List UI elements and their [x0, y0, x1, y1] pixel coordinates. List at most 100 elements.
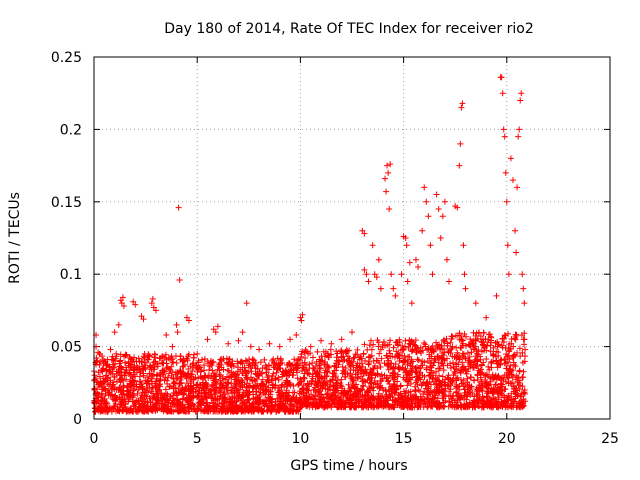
data-point: [154, 407, 161, 414]
data-point: [387, 161, 394, 168]
data-point: [141, 354, 148, 361]
data-point: [176, 276, 183, 283]
data-point: [429, 271, 436, 278]
data-point: [350, 355, 357, 362]
data-point: [218, 356, 225, 363]
data-point: [151, 403, 158, 410]
data-point: [131, 354, 138, 361]
data-point: [225, 360, 232, 367]
data-point: [111, 386, 118, 393]
data-point: [242, 406, 249, 413]
data-point: [196, 387, 203, 394]
data-point: [109, 353, 116, 360]
data-point: [211, 379, 218, 386]
data-point: [206, 366, 213, 373]
data-point: [225, 340, 232, 347]
x-tick-label: 15: [395, 431, 413, 447]
data-point: [179, 363, 186, 370]
data-point: [239, 407, 246, 414]
data-point: [239, 329, 246, 336]
data-point: [160, 368, 167, 375]
data-point: [177, 353, 184, 360]
data-point: [129, 359, 136, 366]
data-point: [231, 376, 238, 383]
data-point: [276, 343, 283, 350]
data-point: [148, 380, 155, 387]
data-point: [504, 242, 511, 249]
data-point: [147, 398, 154, 405]
data-point: [294, 369, 301, 376]
data-point: [255, 385, 262, 392]
data-point: [140, 365, 147, 372]
data-point: [99, 386, 106, 393]
data-point: [259, 376, 266, 383]
data-point: [226, 395, 233, 402]
data-point: [180, 363, 187, 370]
data-point: [115, 321, 122, 328]
data-point: [443, 256, 450, 263]
data-point: [161, 406, 168, 413]
data-point: [140, 392, 147, 399]
data-point: [201, 362, 208, 369]
data-point: [143, 386, 150, 393]
data-point: [275, 362, 282, 369]
data-point: [175, 401, 182, 408]
data-point: [190, 394, 197, 401]
data-point: [179, 395, 186, 402]
data-point: [259, 365, 266, 372]
data-point: [136, 378, 143, 385]
data-point: [279, 359, 286, 366]
data-point: [521, 300, 528, 307]
data-point: [150, 371, 157, 378]
data-point: [145, 356, 152, 363]
data-point: [502, 169, 509, 176]
data-point: [243, 300, 250, 307]
data-point: [503, 198, 510, 205]
data-point: [275, 376, 282, 383]
data-point: [461, 271, 468, 278]
data-point: [110, 364, 117, 371]
data-point: [204, 336, 211, 343]
data-point: [139, 389, 146, 396]
data-point: [517, 97, 524, 104]
data-point: [460, 242, 467, 249]
data-point: [377, 363, 384, 370]
data-point: [228, 380, 235, 387]
data-point: [310, 354, 317, 361]
data-point: [273, 369, 280, 376]
data-point: [110, 405, 117, 412]
data-point: [242, 368, 249, 375]
data-point: [427, 363, 434, 370]
data-point: [265, 366, 272, 373]
data-point: [247, 343, 254, 350]
data-point: [103, 366, 110, 373]
data-point: [270, 404, 277, 411]
data-point: [194, 350, 201, 357]
data-point: [206, 373, 213, 380]
data-point: [415, 357, 422, 364]
data-point: [163, 356, 170, 363]
data-point: [156, 381, 163, 388]
data-point: [483, 314, 490, 321]
data-point: [238, 358, 245, 365]
data-point: [192, 388, 199, 395]
data-point: [257, 397, 264, 404]
data-point: [270, 370, 277, 377]
data-point: [150, 366, 157, 373]
data-point: [357, 363, 364, 370]
data-point: [175, 204, 182, 211]
data-point: [512, 227, 519, 234]
data-point: [256, 392, 263, 399]
data-point: [383, 188, 390, 195]
data-point: [154, 360, 161, 367]
data-point: [318, 392, 325, 399]
data-point: [109, 356, 116, 363]
data-point: [234, 360, 241, 367]
data-point: [183, 373, 190, 380]
data-point: [156, 355, 163, 362]
data-point: [307, 343, 314, 350]
data-point: [194, 393, 201, 400]
data-point: [107, 346, 114, 353]
data-point: [96, 350, 103, 357]
data-point: [153, 400, 160, 407]
